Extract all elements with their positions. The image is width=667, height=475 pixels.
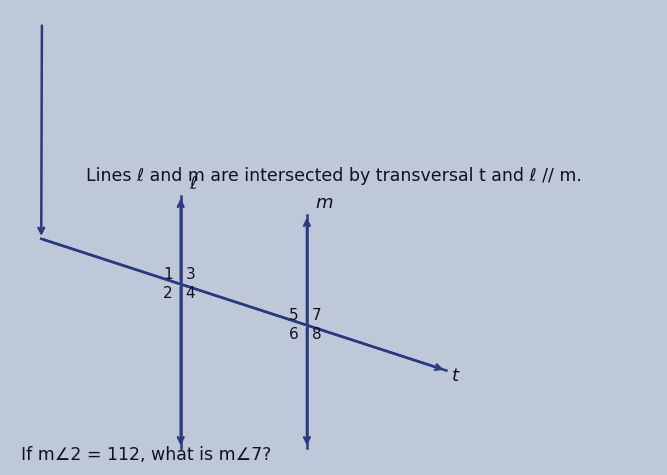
Text: $\ell$: $\ell$	[189, 175, 197, 193]
Text: m: m	[315, 194, 332, 211]
Text: t: t	[452, 368, 459, 385]
Text: 5: 5	[289, 308, 299, 323]
Text: If m∠2 = 112, what is m∠7?: If m∠2 = 112, what is m∠7?	[21, 446, 271, 464]
Text: Lines ℓ and m are intersected by transversal t and ℓ // m.: Lines ℓ and m are intersected by transve…	[85, 167, 582, 185]
Text: 7: 7	[311, 308, 321, 323]
Text: 4: 4	[185, 286, 195, 302]
Text: 6: 6	[289, 327, 299, 342]
Text: 8: 8	[311, 327, 321, 342]
Text: 1: 1	[163, 267, 173, 282]
Text: 2: 2	[163, 286, 173, 302]
Text: 3: 3	[185, 267, 195, 282]
